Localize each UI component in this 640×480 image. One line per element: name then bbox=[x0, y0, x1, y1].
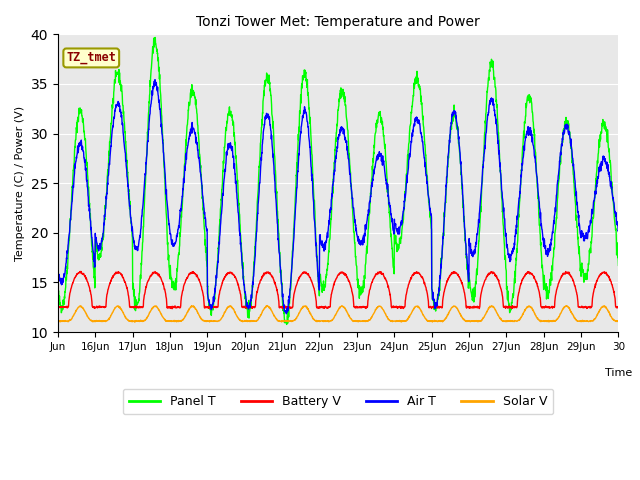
Air T bbox=[367, 190, 375, 196]
Battery V bbox=[54, 304, 61, 310]
Line: Battery V: Battery V bbox=[58, 271, 618, 309]
Text: TZ_tmet: TZ_tmet bbox=[67, 51, 116, 64]
Air T bbox=[566, 129, 573, 134]
Battery V bbox=[502, 305, 509, 311]
Solar V bbox=[581, 318, 589, 324]
X-axis label: Time: Time bbox=[605, 368, 632, 378]
Panel T bbox=[566, 132, 573, 138]
Legend: Panel T, Battery V, Air T, Solar V: Panel T, Battery V, Air T, Solar V bbox=[123, 389, 554, 414]
Solar V bbox=[54, 318, 61, 324]
Battery V bbox=[566, 270, 573, 276]
Panel T bbox=[283, 322, 291, 327]
Panel T bbox=[614, 263, 622, 268]
Battery V bbox=[76, 268, 84, 274]
Title: Tonzi Tower Met: Temperature and Power: Tonzi Tower Met: Temperature and Power bbox=[196, 15, 480, 29]
Air T bbox=[355, 236, 363, 242]
Solar V bbox=[566, 305, 573, 311]
Y-axis label: Temperature (C) / Power (V): Temperature (C) / Power (V) bbox=[15, 106, 25, 261]
Panel T bbox=[502, 255, 509, 261]
Solar V bbox=[355, 318, 363, 324]
Air T bbox=[581, 234, 589, 240]
Solar V bbox=[614, 318, 622, 324]
Panel T bbox=[152, 35, 159, 40]
Air T bbox=[502, 233, 509, 239]
Solar V bbox=[367, 315, 375, 321]
Line: Air T: Air T bbox=[58, 80, 618, 314]
Air T bbox=[282, 311, 290, 317]
Air T bbox=[211, 291, 218, 297]
Solar V bbox=[263, 303, 271, 309]
Solar V bbox=[502, 318, 509, 324]
Panel T bbox=[355, 286, 363, 291]
Battery V bbox=[355, 304, 363, 310]
Battery V bbox=[211, 304, 218, 310]
Solar V bbox=[278, 319, 285, 325]
Battery V bbox=[168, 306, 176, 312]
Panel T bbox=[211, 295, 218, 300]
Battery V bbox=[581, 304, 589, 310]
Air T bbox=[614, 228, 622, 233]
Panel T bbox=[581, 274, 589, 279]
Battery V bbox=[614, 304, 622, 310]
Air T bbox=[54, 266, 61, 272]
Line: Panel T: Panel T bbox=[58, 37, 618, 324]
Solar V bbox=[211, 318, 218, 324]
Panel T bbox=[367, 189, 375, 194]
Panel T bbox=[54, 284, 61, 290]
Air T bbox=[151, 77, 159, 83]
Line: Solar V: Solar V bbox=[58, 306, 618, 322]
Battery V bbox=[367, 282, 375, 288]
